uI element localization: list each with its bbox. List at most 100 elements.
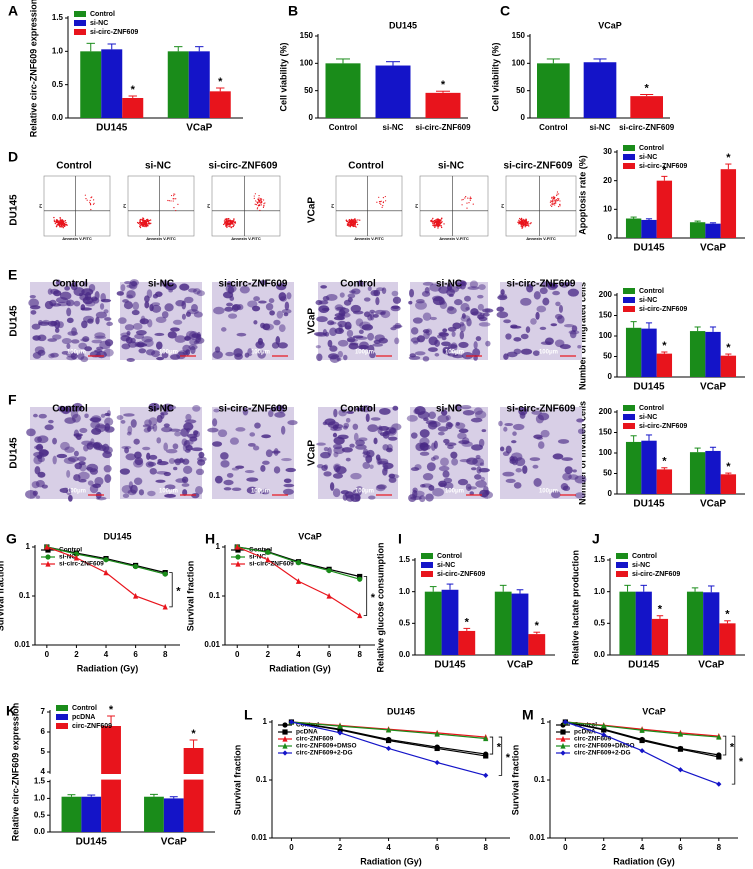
panel-letter: A bbox=[8, 3, 18, 19]
event-dot bbox=[432, 217, 434, 220]
legend-swatch bbox=[623, 405, 635, 411]
cell-blob bbox=[149, 304, 154, 312]
event-dot bbox=[227, 225, 229, 227]
bar bbox=[61, 796, 82, 832]
cell-blob bbox=[469, 491, 475, 496]
event-dot bbox=[53, 220, 56, 223]
cell-blob bbox=[67, 331, 79, 336]
cell-blob bbox=[351, 288, 361, 295]
legend-label: Control bbox=[632, 553, 657, 560]
x-tick-label: 0 bbox=[563, 843, 568, 852]
cell-blob bbox=[363, 297, 371, 302]
x-tick-label: 6 bbox=[435, 843, 440, 852]
x-axis-label: Radiation (Gy) bbox=[269, 663, 331, 673]
cell-blob bbox=[168, 457, 176, 464]
cell-blob bbox=[126, 331, 131, 336]
event-dot bbox=[234, 222, 237, 224]
event-dot bbox=[555, 202, 557, 204]
event-dot bbox=[255, 200, 257, 202]
event-dot bbox=[552, 200, 554, 202]
event-dot bbox=[465, 196, 467, 198]
legend-swatch bbox=[616, 553, 628, 559]
event-dot bbox=[431, 219, 433, 221]
legend-label: Control bbox=[72, 705, 97, 712]
cell-blob bbox=[408, 300, 413, 305]
cell-blob bbox=[39, 449, 50, 456]
event-dot bbox=[256, 201, 258, 203]
cell-blob bbox=[104, 317, 112, 321]
cell-blob bbox=[73, 300, 81, 307]
flow-plot bbox=[211, 175, 281, 237]
event-dot bbox=[551, 202, 553, 204]
event-dot bbox=[351, 223, 353, 226]
cell-blob bbox=[188, 331, 199, 340]
cell-blob bbox=[540, 341, 552, 345]
cell-blob bbox=[313, 331, 326, 337]
point bbox=[162, 571, 168, 577]
event-dot bbox=[521, 220, 523, 223]
cell-blob bbox=[536, 305, 547, 313]
event-dot bbox=[262, 199, 265, 201]
event-dot bbox=[555, 201, 557, 203]
cell-blob bbox=[447, 326, 457, 332]
bar bbox=[635, 591, 652, 655]
cell-blob bbox=[90, 415, 102, 423]
cell-blob bbox=[348, 342, 359, 350]
event-dot bbox=[521, 224, 524, 226]
cell-blob bbox=[163, 442, 169, 451]
cell-blob bbox=[249, 432, 256, 437]
cell-blob bbox=[473, 407, 483, 415]
bar bbox=[703, 592, 720, 655]
cell-blob bbox=[116, 415, 124, 420]
x-tick-label: 0 bbox=[45, 650, 50, 659]
cell-blob bbox=[343, 354, 348, 361]
cell-blob bbox=[95, 443, 103, 451]
cell-blob bbox=[349, 443, 355, 448]
cell-blob bbox=[160, 411, 169, 416]
cell-blob bbox=[84, 346, 93, 352]
cell-blob bbox=[380, 310, 391, 319]
y-tick-label: 0.01 bbox=[14, 640, 30, 649]
event-dot bbox=[347, 225, 350, 227]
x-tick-label: 6 bbox=[678, 843, 683, 852]
cell-blob bbox=[345, 457, 351, 462]
event-dot bbox=[232, 220, 235, 223]
cell-blob bbox=[246, 477, 259, 482]
event-dot bbox=[149, 219, 152, 221]
cell-blob bbox=[50, 288, 60, 295]
x-tick-label: DU145 bbox=[628, 660, 660, 671]
cell-blob bbox=[126, 358, 135, 362]
cell-blob bbox=[138, 489, 145, 496]
legend-swatch bbox=[623, 306, 635, 312]
legend-label: Control bbox=[639, 288, 664, 295]
cell-blob bbox=[347, 293, 356, 299]
event-dot bbox=[556, 200, 559, 202]
event-dot bbox=[349, 220, 352, 223]
bar bbox=[686, 591, 704, 655]
y-tick-label: 6 bbox=[41, 727, 46, 736]
bar bbox=[583, 62, 617, 118]
cell-blob bbox=[367, 424, 379, 432]
bar bbox=[720, 169, 737, 238]
event-dot bbox=[381, 206, 383, 208]
event-dot bbox=[173, 195, 175, 197]
cell-blob bbox=[429, 316, 437, 321]
cell-blob bbox=[355, 318, 364, 327]
x-tick-label: Control bbox=[539, 123, 567, 132]
cell-blob bbox=[64, 446, 75, 453]
legend-swatch bbox=[421, 553, 433, 559]
legend-label: si-circ-ZNF609 bbox=[639, 163, 687, 170]
cell-blob bbox=[285, 467, 297, 473]
axis-label-x: Annexin V-FITC bbox=[354, 236, 384, 241]
cell-blob bbox=[333, 408, 338, 418]
cell-blob bbox=[497, 294, 508, 301]
cell-blob bbox=[259, 280, 268, 285]
cell-blob bbox=[77, 456, 87, 462]
x-tick-label: 2 bbox=[266, 650, 271, 659]
event-dot bbox=[90, 208, 92, 211]
event-dot bbox=[89, 203, 92, 206]
panel-letter: D bbox=[8, 149, 18, 165]
cell-blob bbox=[170, 327, 180, 332]
significance-mark: * bbox=[506, 752, 511, 764]
event-dot bbox=[529, 223, 531, 225]
